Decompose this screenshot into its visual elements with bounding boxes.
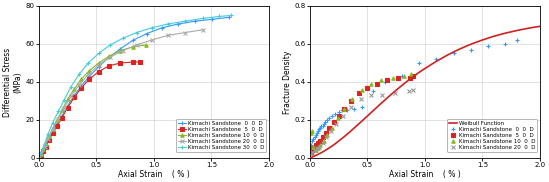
Weibull Function	[525, 27, 532, 29]
Weibull Function	[456, 48, 463, 50]
Weibull Function	[393, 89, 400, 91]
Weibull Function	[410, 75, 417, 78]
Weibull Function	[422, 67, 428, 70]
Weibull Function	[329, 144, 336, 147]
Weibull Function	[318, 152, 324, 154]
Weibull Function	[347, 130, 354, 133]
Weibull Function	[352, 125, 359, 128]
Weibull Function	[324, 148, 330, 150]
Y-axis label: Differential Stress
(MPa): Differential Stress (MPa)	[3, 47, 23, 117]
Weibull Function	[433, 60, 440, 62]
Weibull Function	[341, 135, 348, 138]
Weibull Function	[335, 140, 342, 142]
X-axis label: Axial Strain    ( % ): Axial Strain ( % )	[389, 169, 461, 179]
Weibull Function	[370, 110, 377, 112]
X-axis label: Axial Strain    ( % ): Axial Strain ( % )	[118, 169, 190, 179]
Weibull Function	[387, 94, 394, 96]
Weibull Function	[358, 120, 365, 122]
Weibull Function	[364, 115, 371, 117]
Weibull Function	[479, 39, 486, 41]
Legend: Weibull Function, Kimachi Sandstone  0  0  D, Kimachi Sandstone  5  0  D, Kimach: Weibull Function, Kimachi Sandstone 0 0 …	[447, 119, 537, 152]
Weibull Function	[382, 99, 388, 101]
Weibull Function	[537, 25, 544, 27]
Weibull Function	[405, 80, 411, 82]
Weibull Function	[514, 29, 520, 31]
Weibull Function	[312, 154, 319, 157]
Line: Weibull Function: Weibull Function	[310, 26, 540, 158]
Weibull Function	[376, 104, 382, 106]
Y-axis label: Fracture Density: Fracture Density	[283, 50, 292, 114]
Weibull Function	[491, 35, 497, 37]
Weibull Function	[307, 157, 313, 159]
Weibull Function	[416, 71, 423, 73]
Weibull Function	[399, 84, 405, 86]
Weibull Function	[468, 43, 474, 45]
Weibull Function	[445, 54, 451, 56]
Weibull Function	[502, 32, 509, 34]
Legend: Kimachi Sandstone  0  0  D, Kimachi Sandstone  5  0  D, Kimachi Sandstone 10  0 : Kimachi Sandstone 0 0 D, Kimachi Sandsto…	[176, 119, 266, 152]
